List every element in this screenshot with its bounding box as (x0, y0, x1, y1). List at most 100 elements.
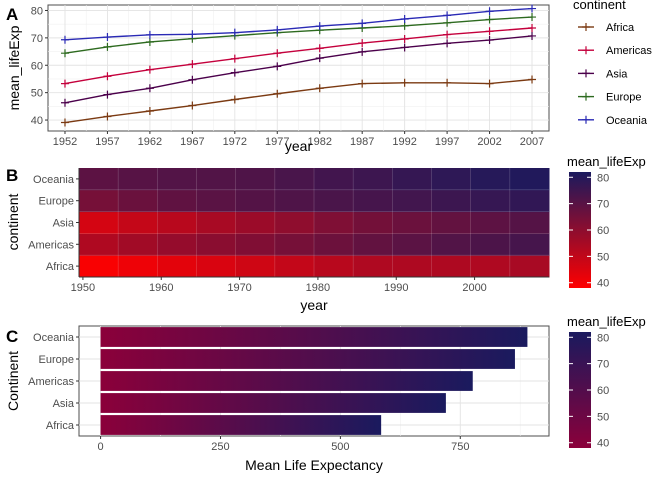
heat-cell-asia (470, 211, 511, 234)
colorbar-label: 60 (597, 385, 609, 397)
heat-cell-oceania (196, 168, 237, 191)
heat-cell-americas (509, 233, 550, 256)
data-point-americas (400, 34, 409, 43)
data-point-africa (103, 112, 112, 121)
data-point-asia (358, 47, 367, 56)
panel-a-legend: Africa Americas Asia Europe Oceania (578, 22, 652, 127)
x-tick-label: 1957 (95, 136, 119, 148)
panel-a-x-title: year (285, 138, 313, 154)
x-tick-label: 1997 (435, 136, 459, 148)
data-point-europe (443, 18, 452, 27)
x-tick-label: 750 (451, 441, 469, 453)
heat-cell-americas (392, 233, 432, 256)
panel-b-y-title: continent (5, 193, 21, 250)
heat-cell-asia (509, 211, 550, 234)
colorbar-label: 50 (597, 251, 609, 263)
panel-c-x-ticks: 0 250 500 750 (98, 436, 469, 453)
panel-a-series (60, 4, 537, 127)
heat-cell-asia (353, 211, 393, 234)
heat-cell-europe (314, 189, 354, 213)
data-point-americas (145, 65, 154, 74)
y-tick-label: Americas (28, 376, 74, 388)
y-tick-label: Africa (46, 261, 75, 273)
data-point-oceania (443, 11, 452, 20)
data-point-asia (60, 98, 69, 107)
data-point-oceania (230, 28, 239, 37)
data-point-americas (528, 24, 537, 33)
heat-cell-americas (431, 233, 472, 256)
heat-cell-europe (79, 189, 119, 213)
data-point-asia (443, 39, 452, 48)
heat-cell-oceania (431, 168, 472, 191)
heat-cell-asia (314, 211, 354, 234)
legend-marker-americas (582, 46, 590, 55)
data-point-americas (188, 60, 197, 69)
heat-cell-europe (274, 189, 315, 213)
x-tick-label: 1987 (350, 136, 374, 148)
panel-letter-a: A (6, 5, 18, 24)
data-point-oceania (358, 19, 367, 28)
heat-cell-asia (274, 211, 315, 234)
x-tick-label: 1962 (138, 136, 162, 148)
heat-cell-oceania (79, 168, 119, 191)
heat-cell-europe (431, 189, 472, 213)
y-tick-label: Africa (46, 420, 75, 432)
heat-cell-americas (353, 233, 393, 256)
x-tick-label: 1990 (384, 282, 408, 294)
legend-marker-africa (582, 23, 590, 31)
data-point-asia (315, 54, 324, 63)
heat-cell-africa (157, 255, 197, 278)
x-tick-label: 1992 (392, 136, 416, 148)
data-point-oceania (315, 22, 324, 31)
panel-a-legend-title: continent (573, 0, 626, 12)
bar-africa (100, 415, 382, 435)
panel-b-colorbar (569, 172, 591, 288)
x-tick-label: 2007 (520, 136, 544, 148)
bar-asia (100, 393, 446, 413)
heat-cell-europe (470, 189, 511, 213)
series-line-oceania (64, 7, 533, 41)
colorbar-label: 70 (597, 199, 609, 211)
data-point-africa (485, 79, 494, 88)
series-line-europe (64, 16, 533, 54)
data-point-oceania (400, 14, 409, 23)
heat-cell-africa (79, 255, 119, 278)
panel-c-bar-chart: 0 250 500 750 Africa Asia Americas Europe Ocean… (5, 314, 646, 473)
data-point-africa (358, 79, 367, 88)
y-tick-label: Oceania (33, 332, 75, 344)
heat-cell-europe (196, 189, 237, 213)
data-point-americas (103, 72, 112, 81)
data-point-oceania (145, 30, 154, 39)
heat-cell-oceania (470, 168, 511, 191)
heat-cell-americas (157, 233, 197, 256)
colorbar-label: 50 (597, 411, 609, 423)
legend-label-europe: Europe (606, 92, 641, 104)
x-tick-label: 1977 (265, 136, 289, 148)
data-point-africa (60, 118, 69, 127)
legend-label-africa: Africa (606, 22, 635, 34)
heat-cell-europe (235, 189, 276, 213)
data-point-europe (485, 15, 494, 24)
colorbar-label: 60 (597, 225, 609, 237)
colorbar-label: 40 (597, 438, 609, 450)
data-point-europe (145, 37, 154, 46)
panel-a-x-ticks: 1952 1957 1962 1967 1972 1977 1982 1987 1992 1997… (53, 131, 544, 148)
data-point-asia (145, 84, 154, 93)
series-line-asia (64, 35, 533, 104)
heat-cell-europe (392, 189, 432, 213)
panel-b-heatmap: 1950 1960 1970 1980 1990 2000 AfricaAmericasA… (5, 154, 646, 313)
bar-oceania (100, 327, 528, 347)
x-tick-label: 1960 (149, 282, 173, 294)
heat-cell-americas (196, 233, 237, 256)
series-line-africa (64, 78, 533, 124)
heat-cell-asia (196, 211, 237, 234)
heat-cell-oceania (274, 168, 315, 191)
heat-cell-oceania (509, 168, 550, 191)
heat-cell-asia (235, 211, 276, 234)
y-tick-label: 40 (31, 115, 43, 127)
heat-cell-europe (157, 189, 197, 213)
panel-c-y-title: Continent (5, 351, 21, 411)
x-tick-label: 1967 (180, 136, 204, 148)
data-point-oceania (273, 25, 282, 34)
x-tick-label: 1980 (306, 282, 330, 294)
